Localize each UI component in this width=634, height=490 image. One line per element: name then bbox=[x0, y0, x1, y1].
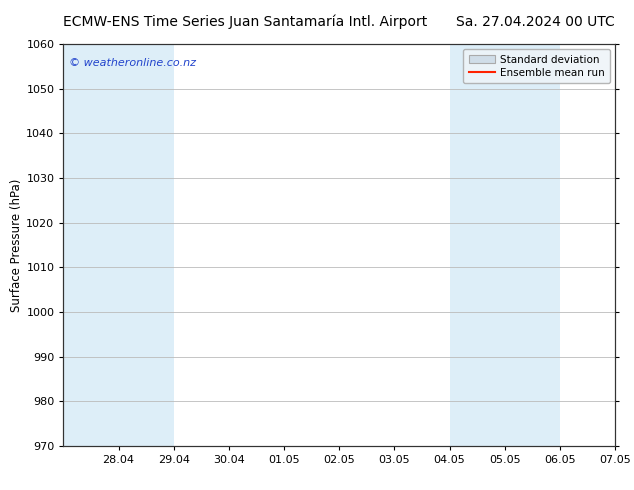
Bar bbox=[63, 44, 174, 446]
Text: © weatheronline.co.nz: © weatheronline.co.nz bbox=[69, 58, 196, 68]
Text: Sa. 27.04.2024 00 UTC: Sa. 27.04.2024 00 UTC bbox=[456, 15, 615, 29]
Text: ECMW-ENS Time Series Juan Santamaría Intl. Airport: ECMW-ENS Time Series Juan Santamaría Int… bbox=[63, 15, 428, 29]
Y-axis label: Surface Pressure (hPa): Surface Pressure (hPa) bbox=[11, 178, 23, 312]
Bar bbox=[450, 44, 560, 446]
Legend: Standard deviation, Ensemble mean run: Standard deviation, Ensemble mean run bbox=[463, 49, 610, 83]
